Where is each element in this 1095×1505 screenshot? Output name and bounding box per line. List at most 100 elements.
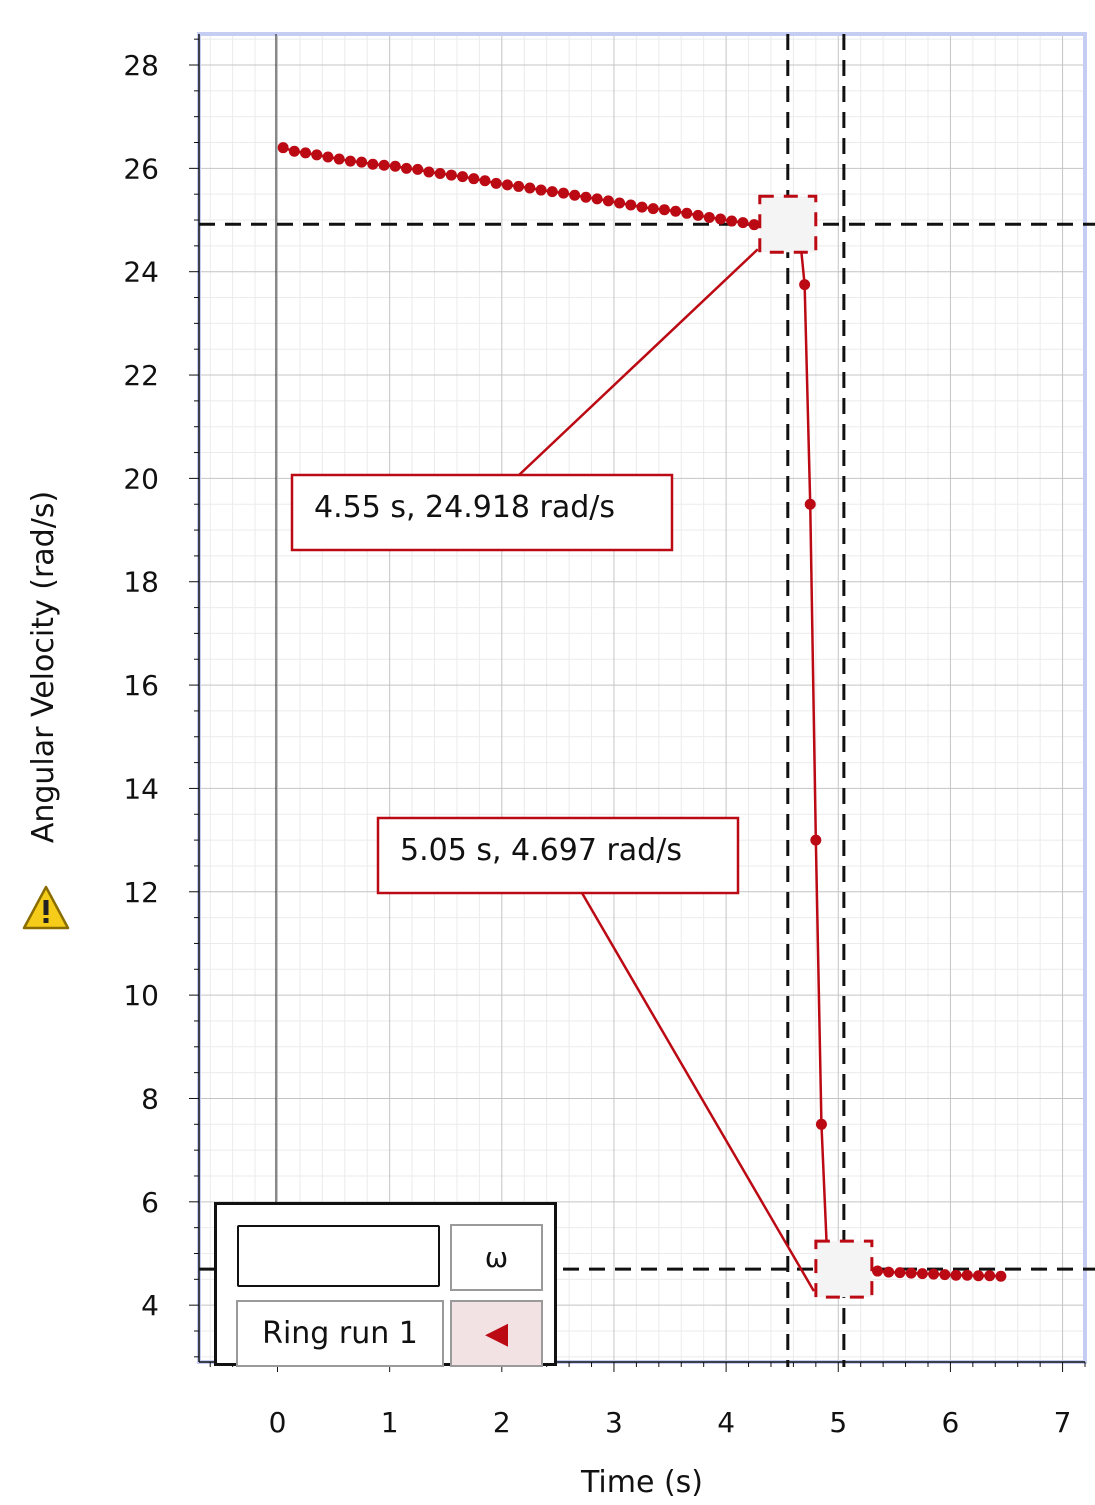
data-point <box>905 1267 917 1279</box>
y-axis-title: Angular Velocity (rad/s) <box>26 491 61 843</box>
x-ticks: 0 1 2 3 4 5 6 7 <box>209 1362 1086 1439</box>
data-point <box>569 189 581 201</box>
callout-leader <box>580 892 815 1292</box>
cursor-highlight-box <box>758 194 818 254</box>
data-point <box>602 195 614 207</box>
x-tick-label: 7 <box>1054 1406 1072 1439</box>
data-point <box>804 498 816 510</box>
data-point <box>625 199 637 211</box>
data-point <box>277 142 289 154</box>
data-point <box>546 186 558 198</box>
data-point <box>557 187 569 199</box>
cursor-lines <box>199 34 1095 1367</box>
callout-leader <box>518 248 759 476</box>
x-tick-label: 5 <box>829 1406 847 1439</box>
data-point <box>883 1266 895 1278</box>
data-point <box>356 156 368 168</box>
y-tick-label: 26 <box>123 152 159 185</box>
callout-label: 5.05 s, 4.697 rad/s <box>400 833 682 868</box>
x-axis-title: Time (s) <box>580 1465 703 1500</box>
data-point <box>703 211 715 223</box>
data-point <box>513 180 525 192</box>
data-point <box>322 151 334 163</box>
y-tick-label: 28 <box>123 49 159 82</box>
y-tick-label: 14 <box>123 772 159 805</box>
data-point <box>524 182 536 194</box>
data-point <box>468 173 480 185</box>
data-point <box>950 1269 962 1281</box>
data-point <box>300 147 312 159</box>
data-point <box>535 184 547 196</box>
y-tick-label: 24 <box>123 256 159 289</box>
data-point <box>389 160 401 172</box>
data-point <box>658 204 670 216</box>
run-label-button[interactable]: Ring run 1 <box>236 1300 444 1367</box>
x-tick-label: 1 <box>381 1406 399 1439</box>
data-point <box>445 169 457 181</box>
data-point <box>872 1265 884 1277</box>
cursor-highlight-box <box>814 1239 874 1299</box>
series-line <box>282 146 1001 1278</box>
data-point <box>670 205 682 217</box>
data-point <box>311 149 323 161</box>
warning-icon[interactable] <box>22 884 70 932</box>
callout-box <box>376 816 740 895</box>
x-tick-label: 3 <box>605 1406 623 1439</box>
x-tick-label: 4 <box>717 1406 735 1439</box>
data-point <box>972 1270 984 1282</box>
run-name-field[interactable] <box>237 1225 440 1287</box>
data-point <box>939 1269 951 1281</box>
data-point <box>434 168 446 180</box>
data-point <box>614 197 626 209</box>
y-tick-label: 4 <box>141 1289 159 1322</box>
y-tick-label: 18 <box>123 566 159 599</box>
data-point <box>288 145 300 157</box>
data-point <box>457 171 469 183</box>
omega-symbol-button[interactable]: ω <box>450 1224 543 1291</box>
data-point <box>591 193 603 205</box>
data-point <box>894 1267 906 1279</box>
data-point <box>423 166 435 178</box>
x-tick-label: 6 <box>942 1406 960 1439</box>
data-point <box>333 153 345 165</box>
y-tick-label: 10 <box>123 979 159 1012</box>
data-point <box>928 1268 940 1280</box>
y-tick-label: 12 <box>123 876 159 909</box>
data-point <box>681 207 693 219</box>
x-tick-label: 2 <box>493 1406 511 1439</box>
data-point <box>501 179 513 191</box>
data-point <box>737 217 749 229</box>
data-point <box>580 191 592 203</box>
data-point <box>995 1270 1007 1282</box>
data-point <box>726 215 738 227</box>
data-point <box>715 213 727 225</box>
data-point <box>344 155 356 167</box>
data-point <box>367 158 379 170</box>
left-triangle-icon[interactable]: ◀ <box>450 1300 543 1367</box>
data-point <box>479 175 491 187</box>
y-tick-label: 8 <box>141 1082 159 1115</box>
data-point <box>636 201 648 213</box>
data-point <box>692 209 704 221</box>
plot-area-frame[interactable] <box>197 32 1087 1364</box>
data-point <box>810 834 822 846</box>
data-point <box>378 159 390 171</box>
data-point <box>984 1270 996 1282</box>
series-polyline <box>282 146 1001 1278</box>
callout-box <box>290 473 674 552</box>
data-point <box>961 1269 973 1281</box>
minor-grid <box>199 34 1086 1362</box>
data-point <box>490 177 502 189</box>
x-tick-label: 0 <box>269 1406 287 1439</box>
y-tick-label: 16 <box>123 669 159 702</box>
y-ticks: 4 6 8 10 12 14 16 18 20 22 24 26 28 <box>123 38 199 1358</box>
callout-label: 4.55 s, 24.918 rad/s <box>314 490 615 525</box>
data-point <box>412 163 424 175</box>
y-tick-label: 22 <box>123 359 159 392</box>
y-tick-label: 20 <box>123 462 159 495</box>
data-point <box>647 203 659 215</box>
callouts: 4.55 s, 24.918 rad/s 5.05 s, 4.697 rad/s <box>290 194 874 1299</box>
data-point <box>799 279 811 291</box>
series-points <box>277 142 1007 1282</box>
